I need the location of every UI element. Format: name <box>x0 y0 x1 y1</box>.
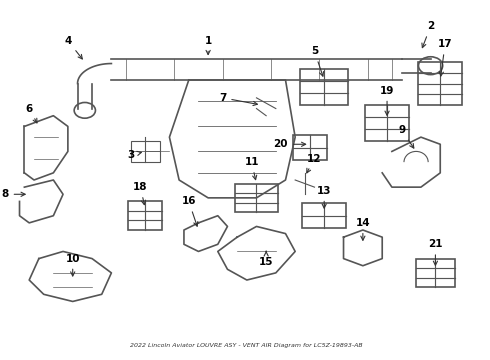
Text: 11: 11 <box>245 157 259 180</box>
Text: 2022 Lincoln Aviator LOUVRE ASY - VENT AIR Diagram for LC5Z-19893-AB: 2022 Lincoln Aviator LOUVRE ASY - VENT A… <box>130 343 363 348</box>
Bar <box>365 105 409 141</box>
Bar <box>293 135 327 160</box>
Bar <box>302 203 346 228</box>
Text: 19: 19 <box>380 86 394 115</box>
Text: 9: 9 <box>398 125 414 148</box>
Text: 1: 1 <box>204 36 212 54</box>
Text: 6: 6 <box>25 104 37 123</box>
Text: 4: 4 <box>64 36 82 59</box>
Text: 20: 20 <box>273 139 306 149</box>
Bar <box>418 62 462 105</box>
Text: 14: 14 <box>356 218 370 240</box>
Text: 7: 7 <box>219 93 257 105</box>
Text: 8: 8 <box>1 189 25 199</box>
Bar <box>235 184 278 212</box>
Bar <box>300 69 348 105</box>
Text: 10: 10 <box>66 253 80 276</box>
Bar <box>416 258 455 287</box>
Text: 12: 12 <box>307 154 322 173</box>
Text: 16: 16 <box>181 197 198 226</box>
Text: 3: 3 <box>127 150 141 160</box>
Text: 15: 15 <box>259 251 273 267</box>
Text: 21: 21 <box>428 239 442 265</box>
Text: 17: 17 <box>438 39 452 76</box>
Text: 13: 13 <box>317 186 331 208</box>
Text: 2: 2 <box>422 21 434 48</box>
Bar <box>131 141 160 162</box>
Text: 5: 5 <box>311 46 323 76</box>
Bar <box>128 202 162 230</box>
Text: 18: 18 <box>133 182 147 204</box>
